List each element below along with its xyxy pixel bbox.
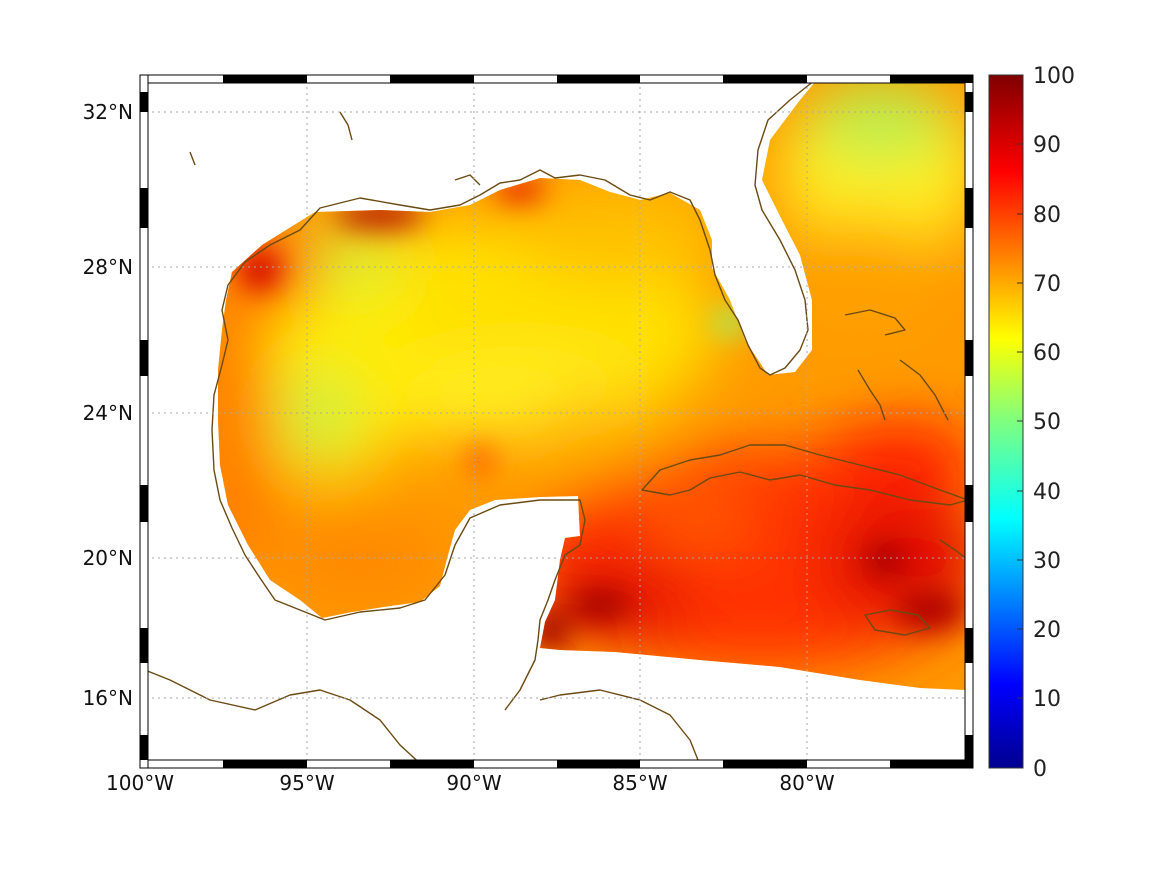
colorbar-tick-70: 70	[1033, 272, 1061, 297]
lat-label-16: 16°N	[83, 686, 133, 710]
lon-label-85w: 85°W	[612, 771, 667, 795]
colorbar-tick-40: 40	[1033, 480, 1061, 505]
colorbar-tick-100: 100	[1033, 64, 1075, 89]
lon-label-100w: 100°W	[106, 771, 174, 795]
colorbar-tick-80: 80	[1033, 203, 1061, 228]
longitude-labels: 100°W 95°W 90°W 85°W 80°W	[106, 771, 835, 795]
latitude-labels: 32°N 28°N 24°N 20°N 16°N	[83, 100, 133, 710]
lon-label-95w: 95°W	[279, 771, 334, 795]
map-gridlines	[140, 75, 973, 768]
map-frame	[139, 74, 974, 769]
lon-label-80w: 80°W	[779, 771, 834, 795]
coastlines	[140, 79, 969, 768]
colorbar-tick-50: 50	[1033, 410, 1061, 435]
lat-label-32: 32°N	[83, 100, 133, 124]
colorbar-tick-60: 60	[1033, 341, 1061, 366]
data-field	[218, 82, 965, 690]
colorbar-tick-20: 20	[1033, 618, 1061, 643]
lon-label-90w: 90°W	[446, 771, 501, 795]
colorbar-tick-90: 90	[1033, 133, 1061, 158]
colorbar-tick-0: 0	[1033, 757, 1047, 782]
colorbar-tick-10: 10	[1033, 687, 1061, 712]
lat-label-28: 28°N	[83, 255, 133, 279]
colorbar: 100 90 80 70 60 50 40 30 20 10 0	[988, 64, 1075, 782]
colorbar-tick-30: 30	[1033, 549, 1061, 574]
lat-label-24: 24°N	[83, 401, 133, 425]
lat-label-20: 20°N	[83, 546, 133, 570]
